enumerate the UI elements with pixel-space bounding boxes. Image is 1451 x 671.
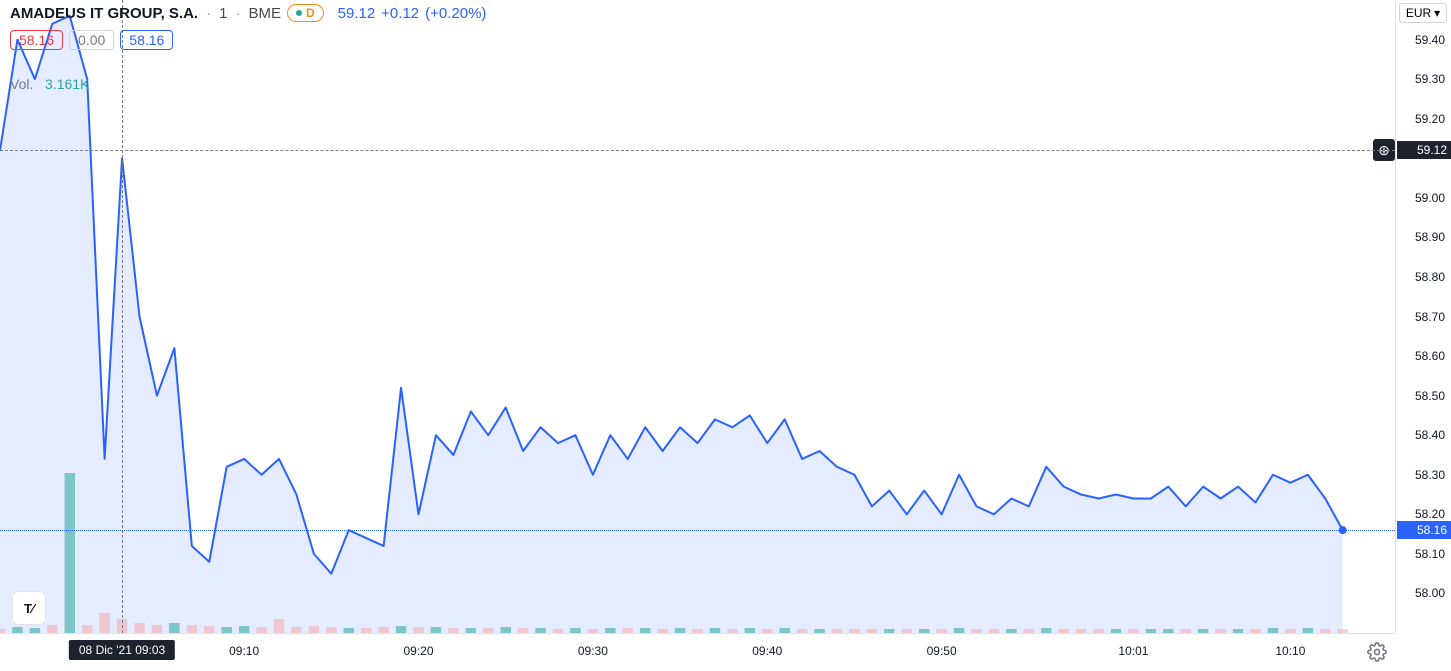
y-axis-ref-price-marker: 59.12 xyxy=(1397,141,1451,159)
badge-letter: D xyxy=(306,6,315,20)
y-axis-tick: 58.20 xyxy=(1415,507,1445,521)
y-axis-tick: 58.80 xyxy=(1415,270,1445,284)
volume-label: Vol. xyxy=(10,76,33,92)
separator-dot: · xyxy=(206,5,211,22)
ticker-name[interactable]: AMADEUS IT GROUP, S.A. xyxy=(10,5,198,22)
y-axis-tick: 58.30 xyxy=(1415,468,1445,482)
volume-value: 3.161K xyxy=(45,76,89,92)
y-axis-tick: 58.50 xyxy=(1415,389,1445,403)
x-axis-tick: 09:30 xyxy=(578,644,608,658)
last-price: 59.12 xyxy=(338,5,376,22)
y-axis-current-price-marker: 58.16 xyxy=(1397,521,1451,539)
pill-value: 0.00 xyxy=(69,30,114,50)
data-delay-badge[interactable]: D xyxy=(287,4,324,22)
y-axis-tick: 59.20 xyxy=(1415,112,1445,126)
y-axis-tick: 58.70 xyxy=(1415,310,1445,324)
currency-dropdown[interactable]: EUR ▾ xyxy=(1399,3,1447,23)
x-axis-tick: 09:40 xyxy=(752,644,782,658)
crosshair-time-label: 08 Dic '21 09:03 xyxy=(69,640,175,660)
x-axis-tick: 10:01 xyxy=(1118,644,1148,658)
pill-open: 58.16 xyxy=(10,30,63,50)
reference-line-current xyxy=(0,530,1395,531)
volume-legend: Vol. 3.161K xyxy=(10,76,89,92)
chart-plot-area[interactable] xyxy=(0,0,1395,633)
pill-close: 58.16 xyxy=(120,30,173,50)
gear-icon[interactable] xyxy=(1367,642,1387,662)
y-axis-tick: 59.00 xyxy=(1415,191,1445,205)
chevron-down-icon: ▾ xyxy=(1434,6,1440,20)
x-axis-tick: 09:20 xyxy=(403,644,433,658)
price-change-pct: (+0.20%) xyxy=(425,5,486,22)
chart-legend-header: AMADEUS IT GROUP, S.A. · 1 · BME D 59.12… xyxy=(10,4,486,22)
price-chart-svg xyxy=(0,0,1395,633)
exchange-label[interactable]: BME xyxy=(248,5,281,22)
price-axis[interactable]: 59.40 59.30 59.20 59.00 58.90 58.80 58.70 58.60… xyxy=(1395,0,1451,633)
crosshair-vertical xyxy=(122,0,123,633)
x-axis-tick: 09:50 xyxy=(927,644,957,658)
y-axis-tick: 59.30 xyxy=(1415,72,1445,86)
ohlc-pills: 58.16 0.00 58.16 xyxy=(10,30,173,50)
y-axis-tick: 58.10 xyxy=(1415,547,1445,561)
reference-line-prev-close xyxy=(0,150,1395,151)
y-axis-tick: 58.00 xyxy=(1415,586,1445,600)
price-change: +0.12 xyxy=(381,5,419,22)
x-axis-tick: 10:10 xyxy=(1275,644,1305,658)
time-axis[interactable]: 09:10 09:20 09:30 09:40 09:50 10:01 10:10 08 Di… xyxy=(0,633,1395,671)
y-axis-tick: 58.60 xyxy=(1415,349,1445,363)
x-axis-tick: 09:10 xyxy=(229,644,259,658)
y-axis-tick: 59.40 xyxy=(1415,33,1445,47)
y-axis-tick: 58.40 xyxy=(1415,428,1445,442)
currency-label: EUR xyxy=(1406,6,1431,20)
y-axis-tick: 58.90 xyxy=(1415,230,1445,244)
interval-label[interactable]: 1 xyxy=(219,5,227,22)
status-dot-icon xyxy=(296,10,302,16)
tradingview-logo[interactable]: T⁄ xyxy=(12,591,46,625)
separator-dot: · xyxy=(235,5,240,22)
